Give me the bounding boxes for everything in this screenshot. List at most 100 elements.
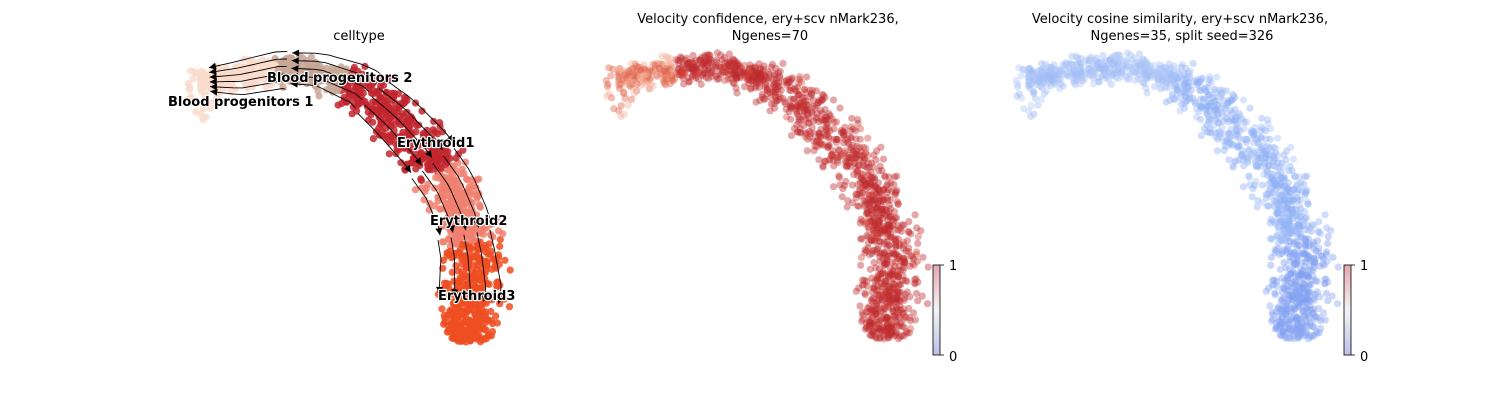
cell-point [614, 72, 622, 80]
cell-point [812, 87, 821, 95]
cell-point [885, 291, 893, 299]
cell-point [880, 324, 888, 332]
cell-point [874, 199, 882, 208]
streamline [432, 163, 467, 231]
cell-point [633, 67, 641, 75]
cell-point [759, 93, 767, 101]
cell-point [1289, 209, 1297, 217]
cell-point [787, 87, 795, 95]
streamline [209, 66, 287, 78]
cell-point [1117, 68, 1126, 76]
cell-point [884, 282, 892, 291]
cell-point [730, 80, 738, 88]
cell-point [492, 312, 500, 320]
cell-point [844, 138, 852, 146]
cell-point [1030, 110, 1038, 118]
cell-point [1327, 227, 1335, 235]
cell-point [836, 152, 845, 161]
cell-point [1050, 71, 1058, 79]
cell-point [906, 325, 915, 333]
cell-point [357, 98, 365, 107]
cell-point [872, 156, 880, 164]
cell-point [885, 292, 893, 300]
cell-point [757, 73, 765, 81]
cell-point [883, 210, 891, 218]
cell-point [615, 74, 623, 82]
cell-point [1095, 78, 1103, 86]
cell-point [1206, 75, 1214, 84]
cell-point [334, 101, 342, 109]
cell-point [466, 183, 474, 191]
cell-point [493, 278, 501, 287]
cell-point [864, 239, 873, 247]
cell-point [740, 71, 748, 79]
cell-point [1266, 302, 1274, 310]
cell-point [696, 56, 704, 64]
cell-point [1304, 200, 1312, 208]
cell-point [496, 300, 504, 308]
cell-point [858, 152, 866, 160]
cell-point [839, 185, 847, 193]
cell-point [417, 176, 426, 185]
cell-point [1295, 241, 1303, 249]
cell-point [818, 117, 827, 125]
cell-point [461, 254, 469, 262]
cell-point [867, 236, 875, 244]
cell-point [895, 282, 903, 290]
cell-point [1220, 130, 1228, 138]
streamline [443, 155, 479, 228]
cell-point [897, 227, 906, 235]
cell-point [430, 117, 438, 125]
cell-point [801, 133, 809, 141]
cell-point [1020, 105, 1028, 113]
cell-point [1123, 75, 1131, 83]
cell-point [885, 315, 893, 323]
cell-point [632, 72, 640, 80]
cell-point [834, 135, 842, 143]
cell-point [772, 64, 780, 72]
label-erythroid2: Erythroid2 [430, 214, 507, 229]
cell-point [833, 156, 842, 164]
cell-point [918, 292, 926, 300]
streamline-arrowhead [425, 149, 433, 158]
cell-point [704, 51, 712, 59]
cell-point [1294, 180, 1302, 188]
cell-point [1060, 70, 1068, 78]
cell-point [771, 89, 780, 97]
cell-point [1137, 75, 1145, 83]
streamline [209, 73, 287, 83]
cell-point [770, 100, 778, 108]
cell-point [1015, 64, 1023, 72]
cell-point [408, 115, 416, 123]
cell-point [662, 77, 670, 85]
cell-point [924, 263, 932, 271]
cell-point [821, 105, 829, 113]
cell-point [425, 161, 433, 169]
cell-point [1081, 75, 1089, 83]
cell-point [1162, 98, 1170, 106]
cell-point [874, 234, 882, 242]
cell-point [393, 107, 401, 115]
streamline [378, 88, 443, 151]
cell-point [468, 334, 476, 342]
cell-point [1265, 284, 1273, 292]
cell-point [1240, 118, 1248, 126]
streamline-arrowhead [404, 164, 411, 173]
cell-point [899, 255, 908, 263]
cell-point [888, 233, 896, 241]
cell-point [461, 158, 470, 166]
cell-point [834, 153, 842, 162]
streamline-arrowhead [473, 219, 481, 228]
cell-point [456, 300, 464, 308]
cell-point [1298, 233, 1306, 241]
cell-point [628, 68, 636, 76]
cell-point [874, 242, 882, 251]
cell-point [874, 218, 882, 226]
cell-point [729, 55, 737, 63]
cell-point [785, 75, 793, 83]
cell-point [876, 206, 884, 214]
colorbar-confidence: 1 0 [932, 259, 957, 365]
cell-point [886, 296, 894, 304]
cell-point [910, 309, 918, 317]
cell-point [787, 115, 795, 123]
